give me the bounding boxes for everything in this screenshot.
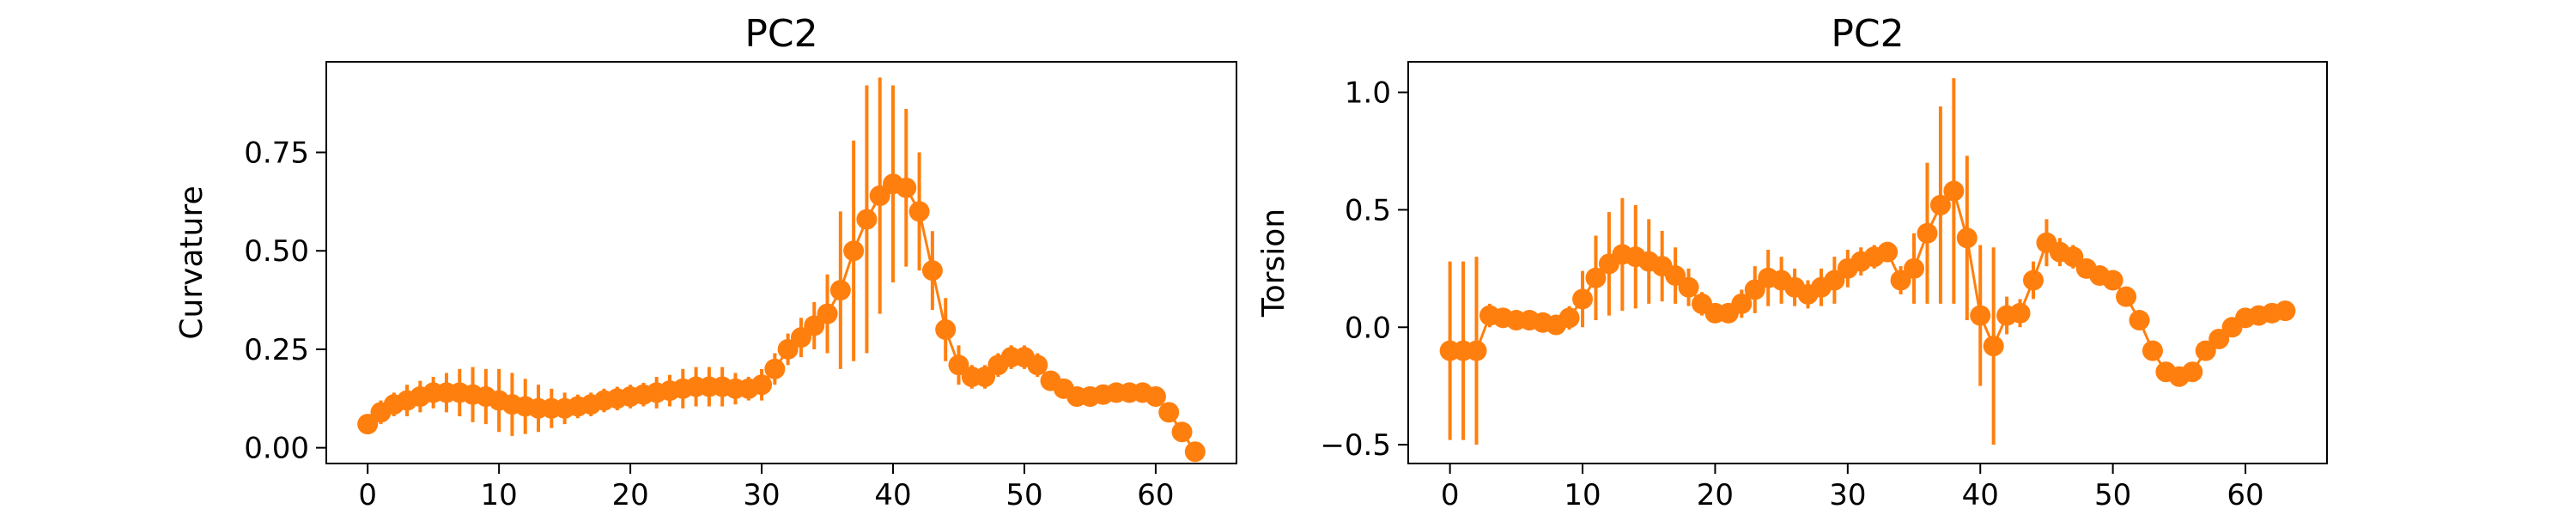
data-point [975, 367, 996, 388]
data-point [2023, 270, 2044, 291]
x-tick-label: 30 [1829, 478, 1866, 512]
data-point [751, 374, 773, 396]
data-point [2208, 328, 2230, 349]
y-tick-label: 0.25 [244, 333, 309, 367]
data-point [2195, 340, 2216, 361]
x-tick-label: 50 [2094, 478, 2131, 512]
data-point [829, 280, 851, 301]
data-point [804, 315, 825, 336]
data-point [856, 209, 878, 230]
data-point [1917, 222, 1938, 244]
x-tick-label: 10 [1564, 478, 1601, 512]
y-axis-label: Torsion [1256, 209, 1291, 318]
data-point [908, 201, 930, 222]
axes-frame [325, 61, 1237, 464]
data-point [1558, 307, 1580, 329]
x-tick-label: 20 [1697, 478, 1734, 512]
data-point [1027, 354, 1048, 376]
x-tick-label: 20 [611, 478, 648, 512]
data-point [2275, 300, 2296, 322]
data-point [764, 358, 786, 379]
x-tick-label: 50 [1005, 478, 1042, 512]
torsion-panel: PC2 Torsion 0 10 20 30 40 50 60 −0.5 0.0 0.5 1.0 [1256, 12, 2328, 512]
data-point [1184, 441, 1206, 463]
data-point [777, 338, 799, 360]
data-point [1970, 305, 1991, 326]
data-point [921, 260, 943, 282]
x-tick-label: 60 [2227, 478, 2263, 512]
data-point [1943, 180, 1965, 202]
data-point [1877, 241, 1899, 263]
data-point [1665, 265, 1686, 287]
data-point [357, 414, 379, 435]
data-point [1466, 340, 1487, 361]
data-point [1145, 386, 1166, 407]
data-point [1983, 336, 2004, 357]
y-tick-label: 0.50 [244, 234, 309, 269]
y-axis-label: Curvature [174, 185, 210, 339]
data-point [1731, 293, 1753, 314]
data-point [1171, 421, 1193, 443]
x-tick-label: 0 [358, 478, 377, 512]
data-point [1744, 279, 1765, 300]
data-point [790, 327, 811, 348]
x-tick-label: 0 [1441, 478, 1460, 512]
data-point [843, 240, 865, 262]
data-point [1678, 276, 1699, 298]
x-tick-label: 60 [1137, 478, 1174, 512]
y-tick-label: 0.75 [244, 136, 309, 171]
data-point [1572, 288, 1594, 310]
data-point [1585, 267, 1607, 288]
data-point [1890, 270, 1911, 291]
chart-title: PC2 [1831, 12, 1904, 56]
data-point [1929, 194, 1951, 215]
y-tick-label: 0.5 [1345, 193, 1391, 227]
data-point [935, 319, 957, 340]
y-tick-label: 0.0 [1345, 311, 1391, 345]
data-point [817, 303, 838, 324]
curvature-panel: PC2 Curvature 0 10 20 30 40 50 60 0.00 0.25 0.50 0.7… [174, 12, 1237, 512]
data-point [1956, 227, 1978, 249]
data-point [948, 354, 969, 376]
y-tick-label: −0.5 [1320, 428, 1391, 463]
y-tick-label: 1.0 [1345, 76, 1391, 111]
data-point [2129, 310, 2150, 331]
chart-title: PC2 [744, 12, 817, 56]
x-tick-label: 10 [481, 478, 518, 512]
data-point [2116, 286, 2137, 307]
data-point [2102, 270, 2123, 291]
x-tick-label: 40 [874, 478, 911, 512]
x-tick-label: 40 [1962, 478, 1999, 512]
data-point [2009, 302, 2031, 324]
data-point [1904, 258, 1925, 279]
y-tick-label: 0.00 [244, 432, 309, 466]
x-tick-label: 30 [743, 478, 780, 512]
series-line [367, 182, 1197, 453]
data-point [869, 185, 890, 206]
data-point [2142, 340, 2163, 361]
axes-frame [1407, 61, 2328, 464]
data-point [1158, 402, 1180, 423]
data-point [2182, 361, 2203, 383]
data-point [1824, 270, 1845, 291]
data-point [2063, 246, 2084, 268]
data-point [896, 177, 917, 198]
